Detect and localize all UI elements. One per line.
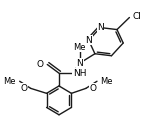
Text: O: O <box>89 84 96 93</box>
Text: N: N <box>97 23 104 32</box>
Text: Cl: Cl <box>133 12 142 21</box>
Text: O: O <box>21 84 28 93</box>
Text: N: N <box>76 59 83 68</box>
Text: N: N <box>85 36 92 45</box>
Text: Me: Me <box>73 42 86 52</box>
Text: NH: NH <box>73 69 86 78</box>
Text: Me: Me <box>100 77 113 86</box>
Text: Me: Me <box>3 77 15 86</box>
Text: O: O <box>37 60 44 69</box>
